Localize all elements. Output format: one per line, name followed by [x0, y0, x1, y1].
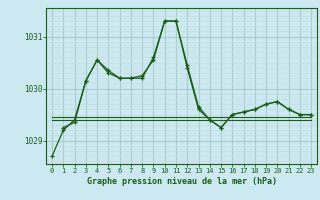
X-axis label: Graphe pression niveau de la mer (hPa): Graphe pression niveau de la mer (hPa): [87, 177, 276, 186]
